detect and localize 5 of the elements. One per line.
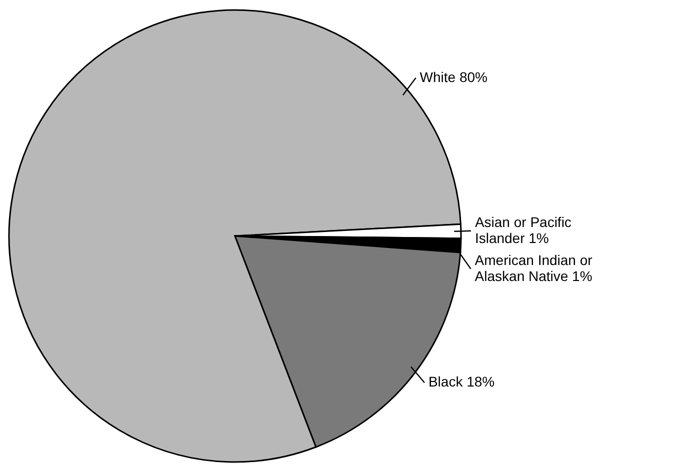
- slice-label: American Indian or Alaskan Native 1%: [474, 252, 593, 284]
- slice-label: Asian or Pacific Islander 1%: [474, 214, 572, 246]
- slice-label: Black 18%: [428, 374, 495, 390]
- pie-slice: [8, 9, 462, 463]
- slice-label: White 80%: [420, 68, 488, 85]
